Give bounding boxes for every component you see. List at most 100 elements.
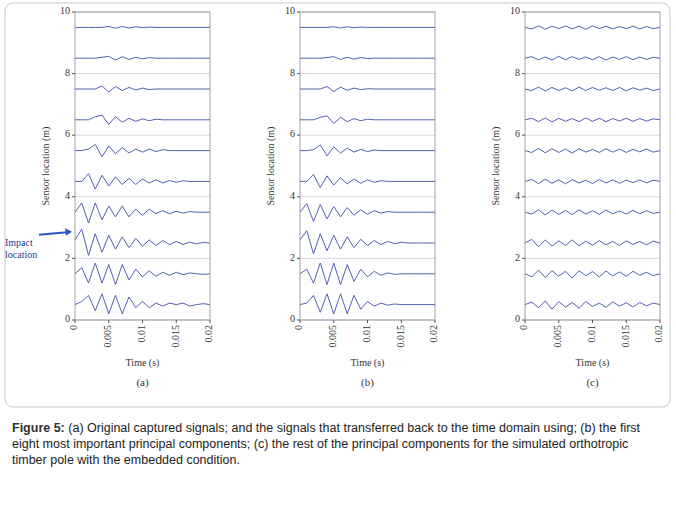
traces <box>300 27 435 314</box>
x-tick <box>367 320 368 323</box>
y-tick-label: 0 <box>65 313 70 324</box>
caption-label: Figure 5: <box>12 421 65 435</box>
y-tick <box>522 73 525 74</box>
trace <box>75 115 210 124</box>
trace <box>300 263 435 285</box>
trace <box>525 118 660 122</box>
y-tick-label: 4 <box>515 190 520 201</box>
y-tick <box>72 12 75 13</box>
y-axis-title: Sensor location (m) <box>490 127 502 206</box>
x-tick-label: 0.005 <box>327 325 338 348</box>
y-tick <box>297 196 300 197</box>
x-tick-label: 0.005 <box>102 325 113 348</box>
x-tick <box>626 320 627 323</box>
x-tick-label: 0.01 <box>361 325 372 343</box>
caption-text: (a) Original captured signals; and the s… <box>12 421 640 467</box>
y-tick <box>297 258 300 259</box>
trace <box>75 86 210 92</box>
trace <box>525 148 660 153</box>
trace <box>300 204 435 222</box>
trace <box>525 239 660 246</box>
y-tick-label: 6 <box>515 128 520 139</box>
x-tick-label: 0.02 <box>203 325 214 343</box>
trace <box>300 87 435 92</box>
y-tick-label: 2 <box>290 252 295 263</box>
traces <box>75 26 210 313</box>
grid-line <box>300 73 435 74</box>
trace <box>75 294 210 314</box>
panel: 024681000.0050.010.0150.02Time (s)Sensor… <box>490 5 664 389</box>
y-tick <box>297 135 300 136</box>
annotation-arrow <box>39 232 67 235</box>
trace <box>525 270 660 278</box>
x-tick <box>525 320 526 323</box>
x-tick <box>435 320 436 323</box>
x-tick-label: 0 <box>293 325 304 330</box>
y-tick <box>522 196 525 197</box>
x-tick-label: 0.01 <box>586 325 597 343</box>
grid-line <box>525 73 660 74</box>
grid-line <box>75 258 210 259</box>
plot-frame <box>525 12 660 320</box>
x-tick <box>176 320 177 323</box>
x-tick <box>660 320 661 323</box>
x-tick <box>558 320 559 323</box>
trace <box>75 229 210 255</box>
x-tick-label: 0.015 <box>620 325 631 348</box>
x-tick-label: 0.015 <box>170 325 181 348</box>
trace <box>75 263 210 285</box>
x-axis-title: Time (s) <box>126 357 160 369</box>
x-tick-label: 0 <box>518 325 529 330</box>
trace <box>525 26 660 29</box>
y-tick-label: 0 <box>515 313 520 324</box>
x-tick <box>75 320 76 323</box>
trace <box>75 203 210 223</box>
x-tick-label: 0.015 <box>395 325 406 348</box>
plot-frame <box>300 12 435 320</box>
y-tick <box>72 135 75 136</box>
x-tick <box>108 320 109 323</box>
x-tick-label: 0.005 <box>552 325 563 348</box>
x-axis-title: Time (s) <box>576 357 610 369</box>
trace <box>525 179 660 184</box>
y-tick-label: 8 <box>515 67 520 78</box>
y-tick <box>522 12 525 13</box>
trace <box>75 144 210 156</box>
x-tick-label: 0 <box>68 325 79 330</box>
traces <box>525 26 660 309</box>
panel-label: (a) <box>136 376 149 389</box>
trace <box>75 174 210 189</box>
trace <box>300 116 435 124</box>
annotation-arrowhead <box>65 228 72 236</box>
y-tick <box>72 73 75 74</box>
x-axis-title: Time (s) <box>351 357 385 369</box>
trace <box>525 210 660 215</box>
y-tick-label: 4 <box>290 190 295 201</box>
panel-label: (b) <box>361 376 374 389</box>
x-tick <box>333 320 334 323</box>
y-tick-label: 10 <box>510 5 520 16</box>
x-tick <box>300 320 301 323</box>
x-tick-label: 0.02 <box>653 325 664 343</box>
y-tick-label: 2 <box>65 252 70 263</box>
grid-line <box>300 135 435 136</box>
y-tick <box>297 12 300 13</box>
panel: 024681000.0050.010.0150.02Time (s)Sensor… <box>5 5 214 389</box>
y-tick-label: 8 <box>290 67 295 78</box>
y-tick <box>72 258 75 259</box>
y-tick-label: 6 <box>290 128 295 139</box>
x-tick <box>142 320 143 323</box>
trace <box>525 56 660 60</box>
grid-line <box>75 135 210 136</box>
grid-line <box>525 135 660 136</box>
grid-line <box>75 196 210 197</box>
y-tick <box>297 73 300 74</box>
y-axis-title: Sensor location (m) <box>40 127 52 206</box>
y-tick-label: 4 <box>65 190 70 201</box>
x-tick <box>401 320 402 323</box>
y-axis-title: Sensor location (m) <box>265 127 277 206</box>
y-tick-label: 8 <box>65 67 70 78</box>
trace <box>75 56 210 60</box>
y-tick <box>72 196 75 197</box>
panel: 024681000.0050.010.0150.02Time (s)Sensor… <box>265 5 439 389</box>
